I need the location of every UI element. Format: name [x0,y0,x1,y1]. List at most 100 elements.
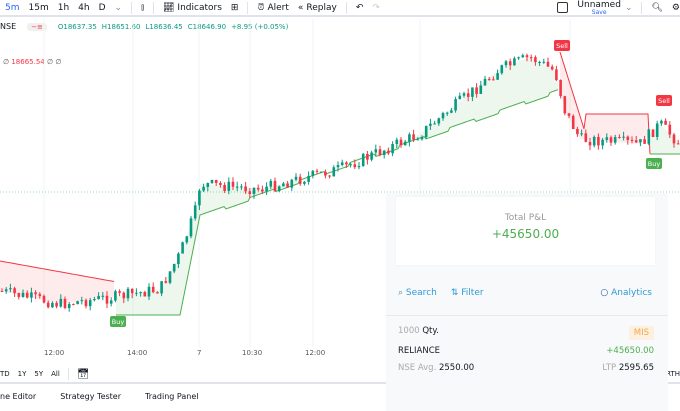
candle [210,179,214,183]
indicators-button[interactable]: Indicators [177,2,222,13]
candle [555,69,558,80]
candle [84,300,88,307]
tab-pine-editor[interactable]: ne Editor [0,392,37,401]
candle [202,186,205,191]
candle [189,218,193,237]
candle [9,288,12,290]
position-pnl: +45650.00 [606,346,654,356]
candle [336,165,340,168]
candle [319,171,323,173]
range-1y[interactable]: 1Y [17,370,27,378]
interval-1h[interactable]: 1h [57,2,70,13]
candle [88,300,92,307]
pnl-title: Total P&L [504,213,547,223]
templates-icon[interactable]: ⊞ [230,2,239,13]
candle [303,181,306,184]
candle [609,137,613,143]
candle [51,302,54,308]
signal-buy-badge [646,158,662,169]
alarm-icon[interactable]: ⏰︎ [257,2,265,13]
candle [97,295,100,300]
candle [622,136,625,138]
candle [441,113,445,119]
time-tick: 10:30 [242,349,263,357]
candle [143,292,147,297]
tab-trading-panel[interactable]: Trading Panel [145,392,199,401]
time-tick: 7 [197,349,202,357]
range-all[interactable]: All [51,370,60,378]
candle [492,79,495,81]
candle [471,87,474,97]
gear-icon[interactable]: ⚙ [671,2,680,13]
candle [164,281,168,283]
candle [244,186,247,192]
signal-sell-label: Sell [556,42,568,50]
tab-strategy-tester[interactable]: Strategy Tester [60,392,122,401]
search-button[interactable]: ⌕ Search [398,288,437,298]
chevron-down-icon[interactable]: ⌄ [114,2,123,13]
candle [370,152,373,160]
analytics-button[interactable]: ○ Analytics [600,288,652,298]
supertrend-line [0,260,115,283]
candle [17,293,21,297]
quick-search-icon[interactable]: 🔍︎ [651,2,663,13]
candle [664,120,667,125]
chevron-down-icon[interactable]: ⌄ [624,2,633,13]
search-icon: ⌕ [398,288,404,298]
redo-icon[interactable]: ↷ [372,2,380,13]
filter-button[interactable]: ⇅ Filter [450,288,484,298]
alert-button[interactable]: Alert [267,2,289,13]
candle [93,299,96,301]
candle [361,153,365,167]
candle [277,186,281,192]
candle [67,304,71,308]
candle [559,79,562,97]
candle [114,291,117,301]
date-range-icon[interactable]: 📅︎ [76,368,90,380]
candle [307,175,310,182]
interval-15m[interactable]: 15m [28,2,49,13]
candle [517,57,520,59]
signal-sell-badge [656,95,672,106]
avg-label: Avg. [417,363,437,373]
save-link[interactable]: Save [591,8,607,16]
candle [618,137,621,139]
candle [521,55,525,58]
candle [597,136,600,146]
layout-name[interactable]: Unnamed Save [577,0,621,16]
interval-5m[interactable]: 5m [5,2,20,13]
replay-button[interactable]: Replay [306,2,337,13]
rth-label[interactable]: RTH [666,370,680,378]
circle-icon: ○ [600,288,609,298]
candle [538,61,541,63]
candle [193,205,197,219]
candle [504,61,508,66]
replay-icon[interactable]: « [297,2,304,13]
candle [34,292,37,295]
range-ytd[interactable]: TD [0,370,10,378]
time-tick: 12:00 [305,349,326,357]
candle [542,61,546,63]
pnl-card: Total P&L +45650.00 [396,197,655,265]
candle [223,184,226,191]
close-value: C18646.90 [187,22,227,31]
candle [450,110,453,113]
candle [177,253,180,265]
interval-4h[interactable]: 4h [78,2,90,13]
range-bar: TD 1Y 5Y All 📅︎ [0,366,680,384]
interval-d[interactable]: D [98,2,106,13]
candle [105,295,109,304]
candle [13,288,16,294]
candle [462,93,466,96]
range-5y[interactable]: 5Y [34,370,44,378]
candle [576,129,579,135]
undo-icon[interactable]: ↶ [355,2,364,13]
candle [668,124,672,135]
candle [248,191,252,195]
signal-buy-label: Buy [648,160,661,168]
indicators-icon[interactable]: 📈︎ [162,2,175,13]
candle-type-icon[interactable]: ⫾ [141,2,144,13]
candle [403,141,407,146]
layout-checkbox[interactable] [557,2,569,13]
legend-controls[interactable]: −≡ [27,22,47,31]
